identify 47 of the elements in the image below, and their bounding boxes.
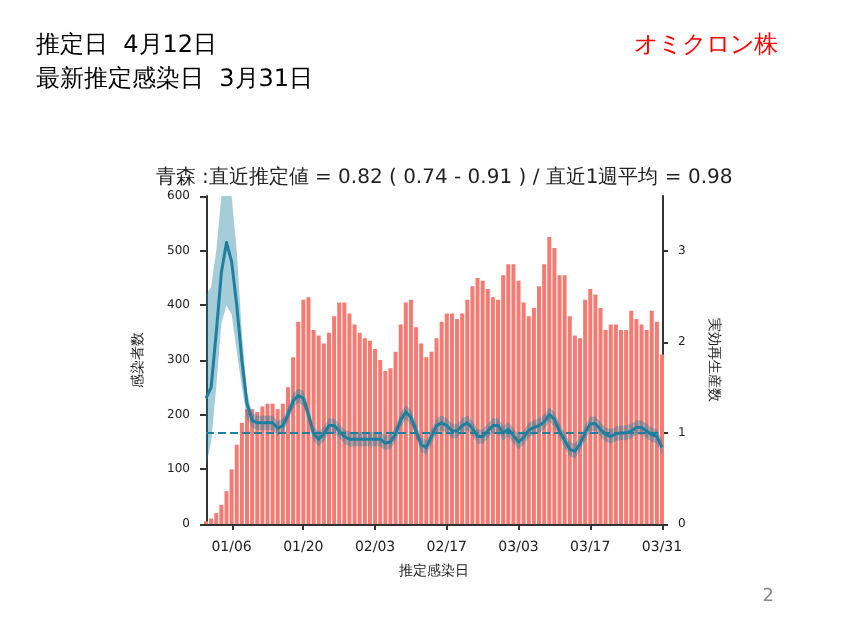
- bar: [209, 518, 214, 524]
- bar: [547, 237, 552, 524]
- bar: [270, 403, 275, 524]
- bar: [619, 329, 624, 524]
- bar: [439, 321, 444, 524]
- bar: [480, 280, 485, 524]
- bar: [301, 299, 306, 524]
- bar: [449, 313, 454, 524]
- bar: [255, 411, 260, 524]
- bar: [362, 338, 367, 524]
- text: オミクロン株: [634, 30, 778, 58]
- bar: [357, 332, 362, 524]
- bar: [649, 310, 654, 524]
- bar: [608, 324, 613, 524]
- bar: [408, 299, 413, 524]
- bar: [265, 403, 270, 524]
- bar: [470, 286, 475, 524]
- bar: [337, 302, 342, 524]
- bar: [593, 294, 598, 524]
- bar: [634, 319, 639, 524]
- bar: [403, 302, 408, 524]
- bar: [306, 297, 311, 524]
- bar: [629, 310, 634, 524]
- bar: [562, 275, 567, 524]
- text: 推定日 4月12日: [36, 30, 218, 58]
- line-series: [204, 240, 664, 453]
- bar: [244, 409, 249, 524]
- bar: [588, 288, 593, 524]
- bar: [475, 278, 480, 524]
- bar: [275, 409, 280, 524]
- bar: [455, 319, 460, 524]
- bar: [485, 288, 490, 524]
- bar: [316, 335, 321, 524]
- bar: [506, 264, 511, 524]
- bar: [367, 340, 372, 524]
- text: 最新推定感染日 3月31日: [36, 64, 314, 92]
- bar: [639, 324, 644, 524]
- bar: [613, 324, 618, 524]
- bar: [342, 302, 347, 524]
- bar: [444, 313, 449, 524]
- bar: [214, 513, 219, 524]
- bar: [260, 406, 265, 524]
- chart-title: 青森 :直近推定値 = 0.82 ( 0.74 - 0.91 ) / 直近1週平均 = 0.98: [155, 165, 733, 189]
- bar: [373, 349, 378, 524]
- bar: [250, 409, 255, 524]
- text: 2: [762, 587, 775, 607]
- bar: [490, 297, 495, 524]
